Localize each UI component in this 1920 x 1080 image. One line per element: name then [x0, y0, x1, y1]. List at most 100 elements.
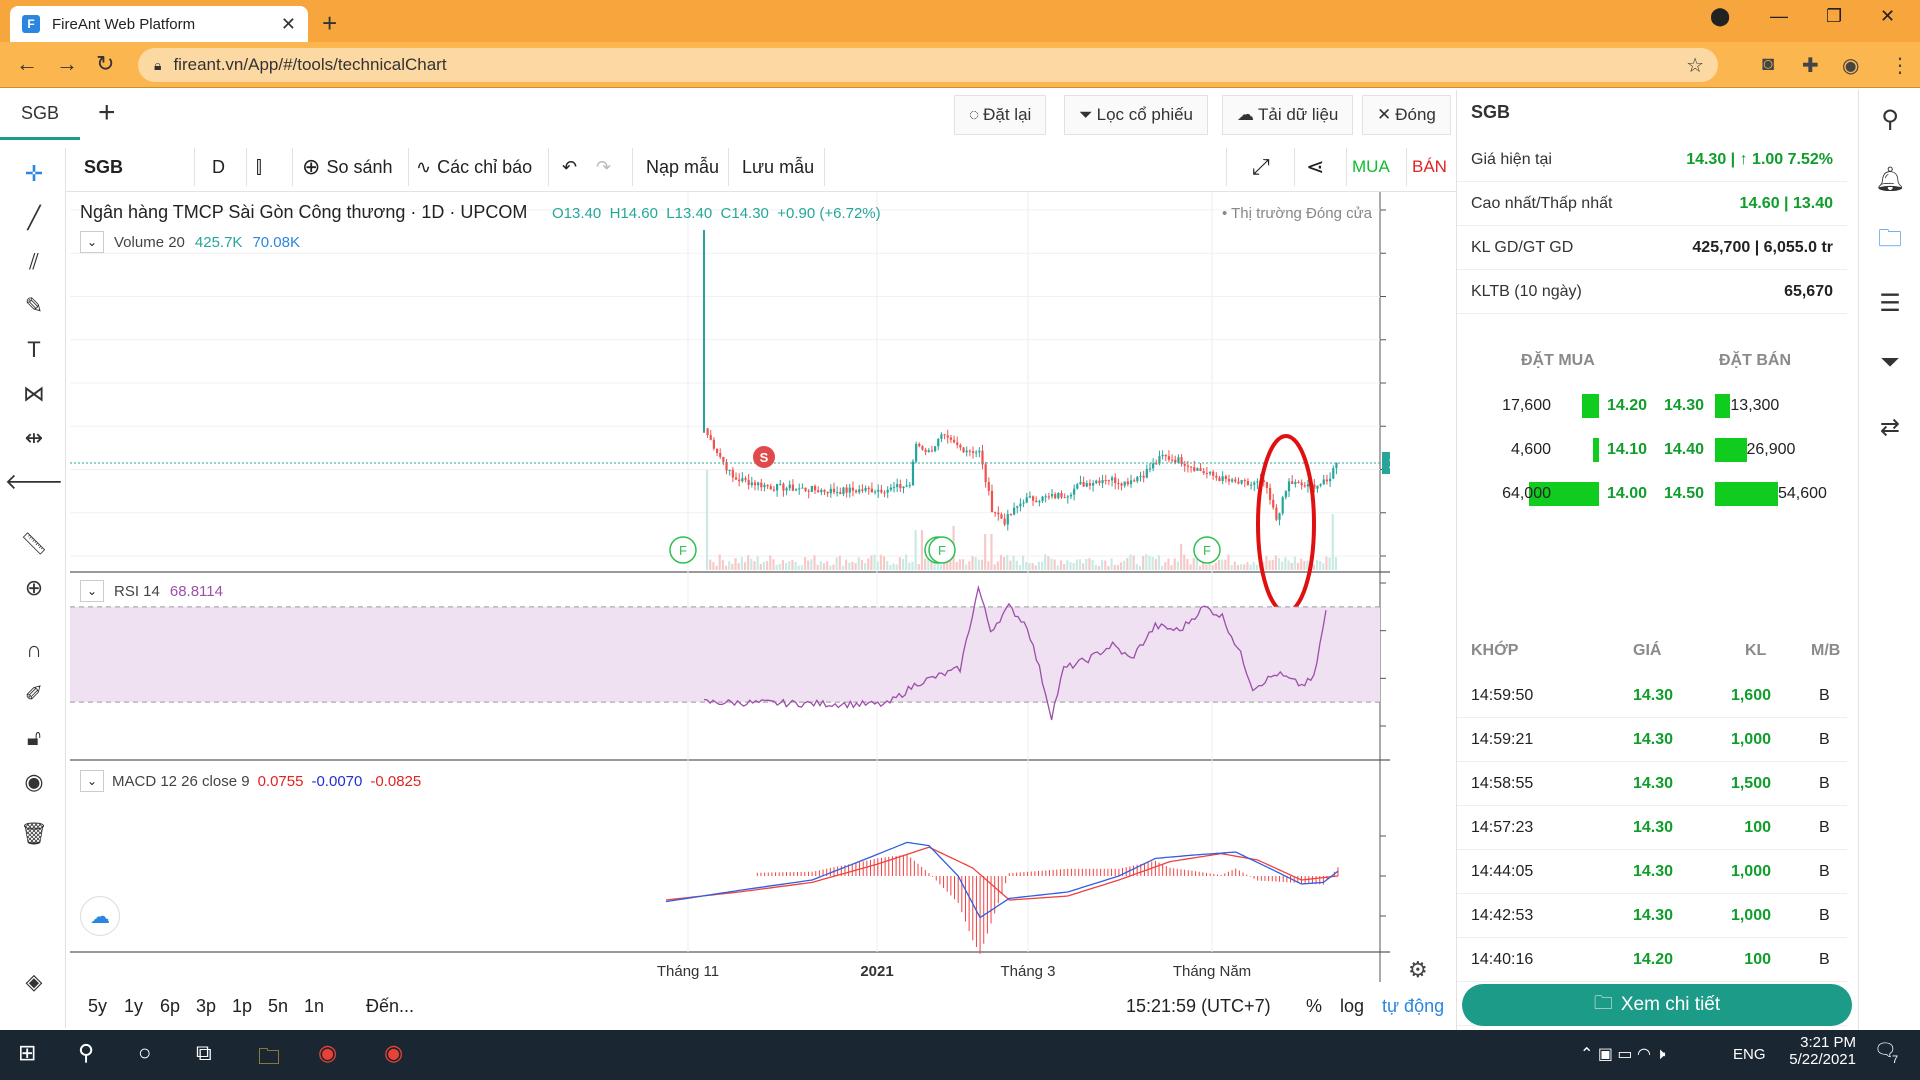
unlock-icon[interactable]: 🔓︎ [26, 725, 42, 750]
trade-row[interactable]: 14:40:16 14.20 100 B [1457, 938, 1847, 982]
range-1y[interactable]: 1y [124, 996, 144, 1016]
trade-row[interactable]: 14:57:23 14.30 100 B [1457, 806, 1847, 850]
eye-icon[interactable]: ◉ [24, 769, 44, 794]
close-chart-button[interactable]: ✕ Đóng [1362, 95, 1451, 135]
tray-icons[interactable]: ⌃ ▣ ▭ ◠ 🕨︎ [1580, 1046, 1666, 1063]
bid-volume[interactable]: 64,000 [1502, 485, 1551, 502]
tradingview-logo-icon[interactable]: ☁ [80, 896, 120, 936]
bid-price[interactable]: 14.00 [1607, 485, 1648, 502]
back-arrow-icon[interactable]: 🡐 [4, 469, 64, 494]
symbol-input[interactable]: SGB [84, 156, 124, 177]
close-tab-icon[interactable]: ✕ [280, 13, 296, 34]
trade-row[interactable]: 14:59:50 14.30 1,600 B [1457, 674, 1847, 718]
zoom-in-icon[interactable]: ⊕ [24, 575, 44, 600]
range-5d[interactable]: 5n [268, 996, 289, 1016]
crosshair-icon[interactable]: ✛ [24, 161, 44, 186]
bid-price[interactable]: 14.10 [1607, 441, 1648, 458]
buy-button[interactable]: MUA [1352, 157, 1390, 176]
fib-tool-icon[interactable]: ⫽ [29, 249, 39, 274]
windows-start-icon[interactable]: ⊞ [18, 1040, 37, 1065]
view-details-button[interactable]: 🗀 Xem chi tiết [1462, 984, 1852, 1026]
trade-row[interactable]: 14:44:05 14.30 1,000 B [1457, 850, 1847, 894]
ask-volume[interactable]: 54,600 [1778, 485, 1827, 502]
bid-volume[interactable]: 17,600 [1502, 397, 1551, 414]
browser-tab[interactable]: F FireAnt Web Platform ✕ [10, 6, 308, 42]
task-view-icon[interactable]: ⧉ [196, 1040, 212, 1065]
range-1m[interactable]: 1p [232, 996, 253, 1016]
reset-button[interactable]: ◌ Đặt lại [954, 95, 1047, 135]
ruler-icon[interactable]: 📏︎ [20, 531, 48, 556]
percent-scale-button[interactable]: % [1306, 996, 1323, 1016]
restore-icon[interactable]: ❐ [1826, 6, 1843, 26]
add-symbol-button[interactable]: + [98, 96, 116, 129]
bell-icon[interactable]: 🔔︎ [1874, 165, 1906, 193]
ask-price[interactable]: 14.30 [1664, 397, 1705, 414]
notifications-icon[interactable]: 🗨︎ [1874, 1040, 1897, 1060]
range-6m[interactable]: 6p [160, 996, 181, 1016]
collapse-rsi-icon[interactable]: ⌄ [80, 580, 104, 602]
browser-menu-icon[interactable]: ⋮ [1890, 55, 1910, 77]
trend-line-icon[interactable]: ╱ [27, 205, 41, 230]
taskbar-clock[interactable]: 3:21 PM 5/22/2021 [1789, 1034, 1856, 1068]
file-explorer-icon[interactable]: 🗀 [258, 1044, 281, 1069]
range-5y[interactable]: 5y [88, 996, 108, 1016]
auto-scale-button[interactable]: tự động [1382, 996, 1445, 1016]
profile-menu-icon[interactable]: ⬤ [1710, 6, 1731, 26]
log-scale-button[interactable]: log [1340, 996, 1365, 1016]
range-3m[interactable]: 3p [196, 996, 217, 1016]
reload-icon[interactable]: ↻ [96, 51, 115, 76]
compare-button[interactable]: ⊕ So sánh [302, 154, 393, 179]
list-icon[interactable]: ☰ [1879, 289, 1901, 317]
close-window-icon[interactable]: ✕ [1880, 6, 1896, 26]
redo-icon[interactable]: ↷ [596, 156, 612, 177]
sell-button[interactable]: BÁN [1412, 157, 1447, 176]
folder-icon[interactable]: 🗀 [1878, 224, 1902, 252]
back-icon[interactable]: ← [16, 51, 38, 76]
interval-button[interactable]: D [212, 156, 225, 177]
brush-icon[interactable]: ✎ [24, 293, 44, 318]
chrome-profile-icon[interactable]: ◉ [384, 1040, 404, 1065]
minimize-icon[interactable]: — [1770, 6, 1788, 26]
extensions-icon[interactable]: ✚ [1802, 55, 1819, 77]
address-bar[interactable]: 🔒︎ fireant.vn/App/#/tools/technicalChart… [138, 48, 1718, 82]
bid-volume[interactable]: 4,600 [1510, 441, 1551, 458]
indicators-button[interactable]: ∿ Các chỉ báo [416, 156, 533, 177]
trade-row[interactable]: 14:59:21 14.30 1,000 B [1457, 718, 1847, 762]
search-icon[interactable]: ⚲ [1881, 105, 1899, 133]
chart-settings-icon[interactable]: ⚙ [1408, 957, 1428, 982]
download-data-button[interactable]: ☁ Tải dữ liệu [1222, 95, 1354, 135]
fullscreen-icon[interactable]: ⤢ [1252, 154, 1270, 179]
new-tab-button[interactable]: + [322, 8, 338, 38]
trash-icon[interactable]: 🗑︎ [20, 821, 48, 846]
trade-row[interactable]: 14:58:55 14.30 1,500 B [1457, 762, 1847, 806]
lock-drawing-icon[interactable]: ✐ [24, 681, 44, 706]
forward-icon[interactable]: → [56, 51, 78, 76]
trade-row[interactable]: 14:42:53 14.30 1,000 B [1457, 894, 1847, 938]
ask-volume[interactable]: 13,300 [1730, 397, 1780, 414]
save-template-button[interactable]: Lưu mẫu [742, 156, 815, 177]
symbol-tab[interactable]: SGB [0, 90, 80, 140]
chrome-icon[interactable]: ◉ [318, 1040, 338, 1065]
filter-icon[interactable]: ⏷ [1880, 349, 1900, 376]
ask-price[interactable]: 14.40 [1664, 441, 1705, 458]
range-1d[interactable]: 1n [304, 996, 325, 1016]
chart-type-icon[interactable]: ⫿ [256, 156, 262, 177]
stock-filter-button[interactable]: ⏷ Lọc cổ phiếu [1064, 95, 1209, 135]
bid-price[interactable]: 14.20 [1607, 397, 1648, 414]
undo-icon[interactable]: ↶ [562, 156, 578, 177]
goto-date-button[interactable]: Đến... [366, 996, 415, 1016]
language-indicator[interactable]: ENG [1733, 1046, 1766, 1063]
taskbar-search-icon[interactable]: ⚲ [78, 1040, 95, 1065]
profile-avatar-icon[interactable]: ◉ [1842, 55, 1860, 77]
magnet-icon[interactable]: ∩ [26, 637, 42, 662]
camera-icon[interactable]: ◙ [1762, 53, 1775, 75]
text-tool-icon[interactable]: T [27, 337, 41, 362]
layers-icon[interactable]: ◈ [25, 969, 43, 994]
ask-price[interactable]: 14.50 [1664, 485, 1705, 502]
cortana-icon[interactable]: ○ [138, 1040, 152, 1065]
collapse-macd-icon[interactable]: ⌄ [80, 770, 104, 792]
measure-tool-icon[interactable]: ⇹ [24, 425, 44, 450]
transfer-icon[interactable]: ⇄ [1879, 413, 1901, 441]
share-icon[interactable]: ⋖ [1306, 154, 1325, 179]
